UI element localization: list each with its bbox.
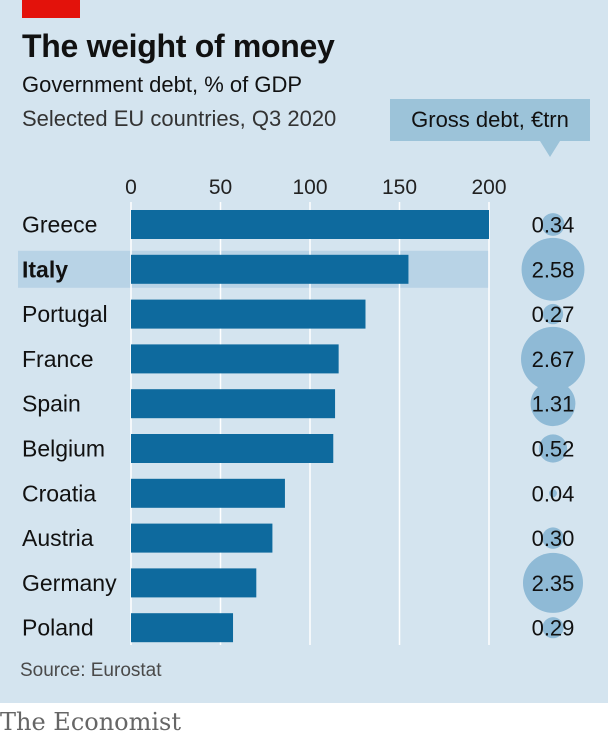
category-label-italy: Italy (22, 256, 68, 282)
gross-debt-value-austria: 0.30 (532, 526, 575, 551)
bar-croatia (131, 478, 285, 508)
x-tick-label-200: 200 (471, 176, 506, 199)
debt-bubble-poland (542, 617, 564, 639)
bar-portugal (131, 299, 366, 329)
gross-debt-value-layer: 0.34 2.58 0.27 2.67 1.31 0.52 0.04 0.30 2.35 0.29 (532, 213, 575, 641)
category-label-germany: Germany (22, 570, 117, 596)
debt-bubble-spain (530, 381, 576, 427)
bar-chart: 0 50 100 150 200 Greece Italy Portugal France Sp… (18, 176, 585, 645)
gross-debt-value-poland: 0.29 (532, 616, 575, 641)
bar-germany (131, 568, 257, 598)
source-note: Source: Eurostat (20, 660, 162, 681)
debt-bubble-italy (521, 237, 585, 301)
gross-debt-value-italy: 2.58 (532, 257, 575, 282)
gross-debt-value-belgium: 0.52 (532, 437, 575, 462)
debt-bubble-croatia (549, 489, 557, 498)
category-label-greece: Greece (22, 212, 97, 238)
debt-bubble-france (521, 326, 585, 391)
tick-label-layer: 0 50 100 150 200 (125, 176, 506, 199)
bar-belgium (131, 434, 334, 463)
category-label-belgium: Belgium (22, 436, 105, 462)
bar-poland (131, 613, 234, 643)
debt-bubble-greece (541, 213, 565, 236)
chart-subtitle: Government debt, % of GDP (22, 72, 303, 97)
gross-debt-value-croatia: 0.04 (532, 481, 575, 506)
debt-bubble-belgium (538, 434, 568, 463)
category-label-austria: Austria (22, 525, 94, 551)
category-label-spain: Spain (22, 391, 81, 417)
gross-debt-value-greece: 0.34 (532, 213, 575, 238)
category-label-portugal: Portugal (22, 301, 108, 327)
category-label-layer: Greece Italy Portugal France Spain Belgium Cro… (22, 212, 117, 641)
category-label-france: France (22, 346, 94, 372)
bar-spain (131, 389, 336, 419)
bar-greece (131, 210, 489, 239)
brand-wordmark: The Economist (0, 708, 182, 736)
x-tick-label-150: 150 (382, 176, 417, 199)
x-tick-label-0: 0 (125, 176, 137, 199)
debt-bubble-portugal (542, 303, 564, 325)
gross-debt-value-spain: 1.31 (532, 392, 575, 417)
debt-bubble-austria (542, 527, 564, 549)
gross-debt-value-portugal: 0.27 (532, 302, 575, 327)
debt-bubble-germany (522, 552, 584, 613)
brand-red-tag (22, 0, 80, 18)
category-label-poland: Poland (22, 615, 94, 641)
gross-debt-value-germany: 2.35 (532, 571, 575, 596)
bubble-layer (521, 213, 585, 639)
chart-title: The weight of money (22, 28, 335, 64)
bar-layer (131, 210, 489, 643)
gross-debt-value-france: 2.67 (532, 347, 575, 372)
bar-italy (131, 254, 409, 284)
x-tick-label-50: 50 (209, 176, 232, 199)
bar-france (131, 344, 339, 374)
gross-debt-header-pointer (540, 141, 560, 157)
gross-debt-header-label: Gross debt, €trn (411, 107, 569, 132)
bar-austria (131, 523, 273, 553)
chart-subtitle-secondary: Selected EU countries, Q3 2020 (22, 106, 337, 131)
x-tick-label-100: 100 (292, 176, 327, 199)
category-label-croatia: Croatia (22, 480, 96, 506)
gross-debt-header: Gross debt, €trn (390, 99, 590, 141)
